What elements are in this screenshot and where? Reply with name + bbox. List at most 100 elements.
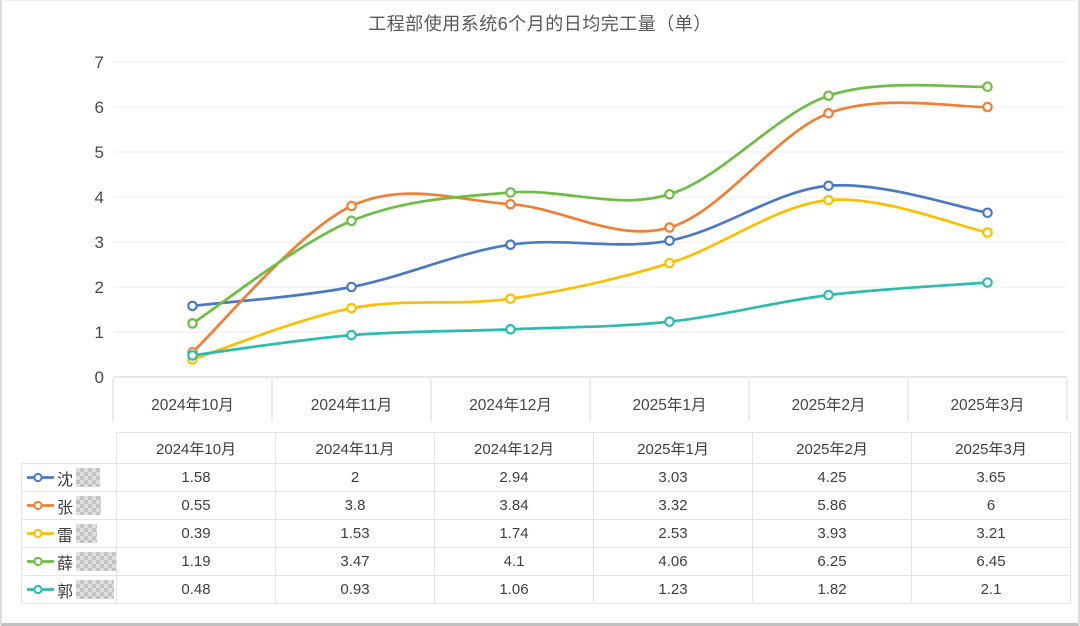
series-line — [191, 183, 989, 308]
table-value-cell: 1.53 — [275, 519, 436, 548]
table-value-cell: 6.45 — [911, 547, 1072, 576]
table-value-cell: 3.65 — [911, 463, 1072, 492]
data-point-marker — [505, 198, 516, 210]
table-value-cell: 3.21 — [911, 519, 1072, 548]
series-legend: 雷 — [23, 522, 116, 546]
y-tick-label: 7 — [95, 53, 104, 72]
series-line — [191, 281, 989, 357]
x-axis-label: 2025年3月 — [950, 396, 1024, 414]
data-point-marker — [982, 227, 993, 238]
series-legend: 郭 — [23, 578, 116, 602]
y-tick-label: 1 — [95, 323, 104, 342]
table-value-cell: 1.23 — [593, 575, 754, 604]
table-header-cell: 2024年12月 — [434, 432, 595, 464]
data-point-marker — [823, 180, 834, 192]
series-name: 张 — [57, 499, 74, 517]
data-point-marker — [505, 293, 516, 304]
series-name-cell: 郭 — [20, 575, 118, 604]
chart-title: 工程部使用系统6个月的日均完工量（单） — [368, 14, 712, 34]
data-point-marker — [664, 222, 675, 233]
y-tick-label: 3 — [95, 233, 104, 252]
series-name-cell: 雷 — [20, 519, 118, 548]
x-axis-label: 2025年2月 — [791, 396, 865, 414]
y-tick-label: 6 — [95, 98, 104, 117]
table-value-cell: 2.53 — [593, 519, 754, 548]
series-name-cell: 沈 — [20, 463, 118, 492]
table-value-cell: 2.1 — [911, 575, 1072, 604]
data-point-marker — [823, 289, 834, 301]
data-point-marker — [982, 207, 993, 219]
series-line — [191, 101, 989, 354]
table-value-cell: 4.1 — [434, 547, 595, 576]
table-value-cell: 1.58 — [116, 463, 277, 492]
data-point-marker — [346, 215, 357, 227]
data-point-marker — [346, 329, 357, 341]
data-point-marker — [664, 189, 675, 200]
table-row: 张 0.55 3.8 3.84 3.32 5.86 6 — [20, 491, 1072, 520]
table-header-cell: 2024年10月 — [116, 432, 277, 464]
table-value-cell: 3.8 — [275, 491, 436, 520]
data-point-marker — [346, 302, 357, 314]
series-name: 沈 — [57, 471, 74, 489]
table-value-cell: 1.82 — [752, 575, 913, 604]
series-name: 郭 — [57, 583, 74, 601]
redacted-name-blur — [76, 524, 98, 543]
y-tick-label: 0 — [95, 368, 104, 387]
data-point-marker — [187, 318, 198, 329]
y-tick-label: 2 — [95, 278, 104, 297]
table-header-cell: 2025年1月 — [593, 432, 754, 464]
data-point-marker — [664, 235, 675, 246]
data-point-marker — [982, 81, 993, 93]
data-table: 2024年10月 2024年11月 2024年12月 2025年1月 2025年2月 20… — [20, 432, 1072, 604]
table-value-cell: 0.93 — [275, 575, 436, 604]
data-point-marker — [664, 316, 675, 327]
series-line — [191, 83, 989, 325]
redacted-name-blur — [76, 580, 115, 599]
table-row: 雷 0.39 1.53 1.74 2.53 3.93 3.21 — [20, 519, 1072, 548]
data-point-marker — [823, 108, 834, 119]
table-value-cell: 3.47 — [275, 547, 436, 576]
data-point-marker — [346, 200, 357, 212]
table-value-cell: 1.19 — [116, 547, 277, 576]
table-value-cell: 4.06 — [593, 547, 754, 576]
series-name-cell: 张 — [20, 491, 118, 520]
data-point-marker — [664, 257, 675, 269]
legend-marker-icon — [27, 500, 54, 511]
legend-marker-icon — [27, 556, 54, 567]
table-header-cell: 2025年3月 — [911, 432, 1072, 464]
data-point-marker — [982, 101, 993, 113]
series-name-cell: 薛 — [20, 547, 118, 576]
data-point-marker — [505, 323, 516, 335]
x-axis-label: 2025年1月 — [632, 396, 706, 414]
data-point-marker — [187, 300, 198, 312]
data-point-marker — [187, 350, 198, 361]
table-header-cell: 2024年11月 — [275, 432, 436, 464]
y-tick-label: 4 — [95, 188, 104, 207]
x-axis-label: 2024年12月 — [469, 396, 552, 414]
table-value-cell: 3.93 — [752, 519, 913, 548]
table-value-cell: 1.06 — [434, 575, 595, 604]
data-point-marker — [505, 239, 516, 250]
series-name: 薛 — [57, 555, 74, 573]
table-value-cell: 2 — [275, 463, 436, 492]
series-line — [191, 198, 989, 361]
redacted-name-blur — [76, 468, 101, 487]
table-value-cell: 2.94 — [434, 463, 595, 492]
x-axis-label: 2024年10月 — [151, 396, 234, 414]
table-value-cell: 6 — [911, 491, 1072, 520]
x-axis-label: 2024年11月 — [311, 396, 393, 414]
table-value-cell: 3.32 — [593, 491, 754, 520]
table-corner-cell — [22, 433, 117, 464]
table-row: 郭 0.48 0.93 1.06 1.23 1.82 2.1 — [20, 575, 1072, 604]
table-value-cell: 4.25 — [752, 463, 913, 492]
legend-marker-icon — [27, 528, 54, 539]
redacted-name-blur — [76, 496, 102, 515]
data-point-marker — [982, 277, 993, 288]
table-value-cell: 0.48 — [116, 575, 277, 604]
y-tick-label: 5 — [95, 143, 104, 162]
table-row: 薛 1.19 3.47 4.1 4.06 6.25 6.45 — [20, 547, 1072, 576]
table-value-cell: 0.55 — [116, 491, 277, 520]
table-value-cell: 5.86 — [752, 491, 913, 520]
legend-marker-icon — [27, 472, 54, 483]
table-header-row: 2024年10月 2024年11月 2024年12月 2025年1月 2025年2月 20… — [22, 432, 1072, 464]
